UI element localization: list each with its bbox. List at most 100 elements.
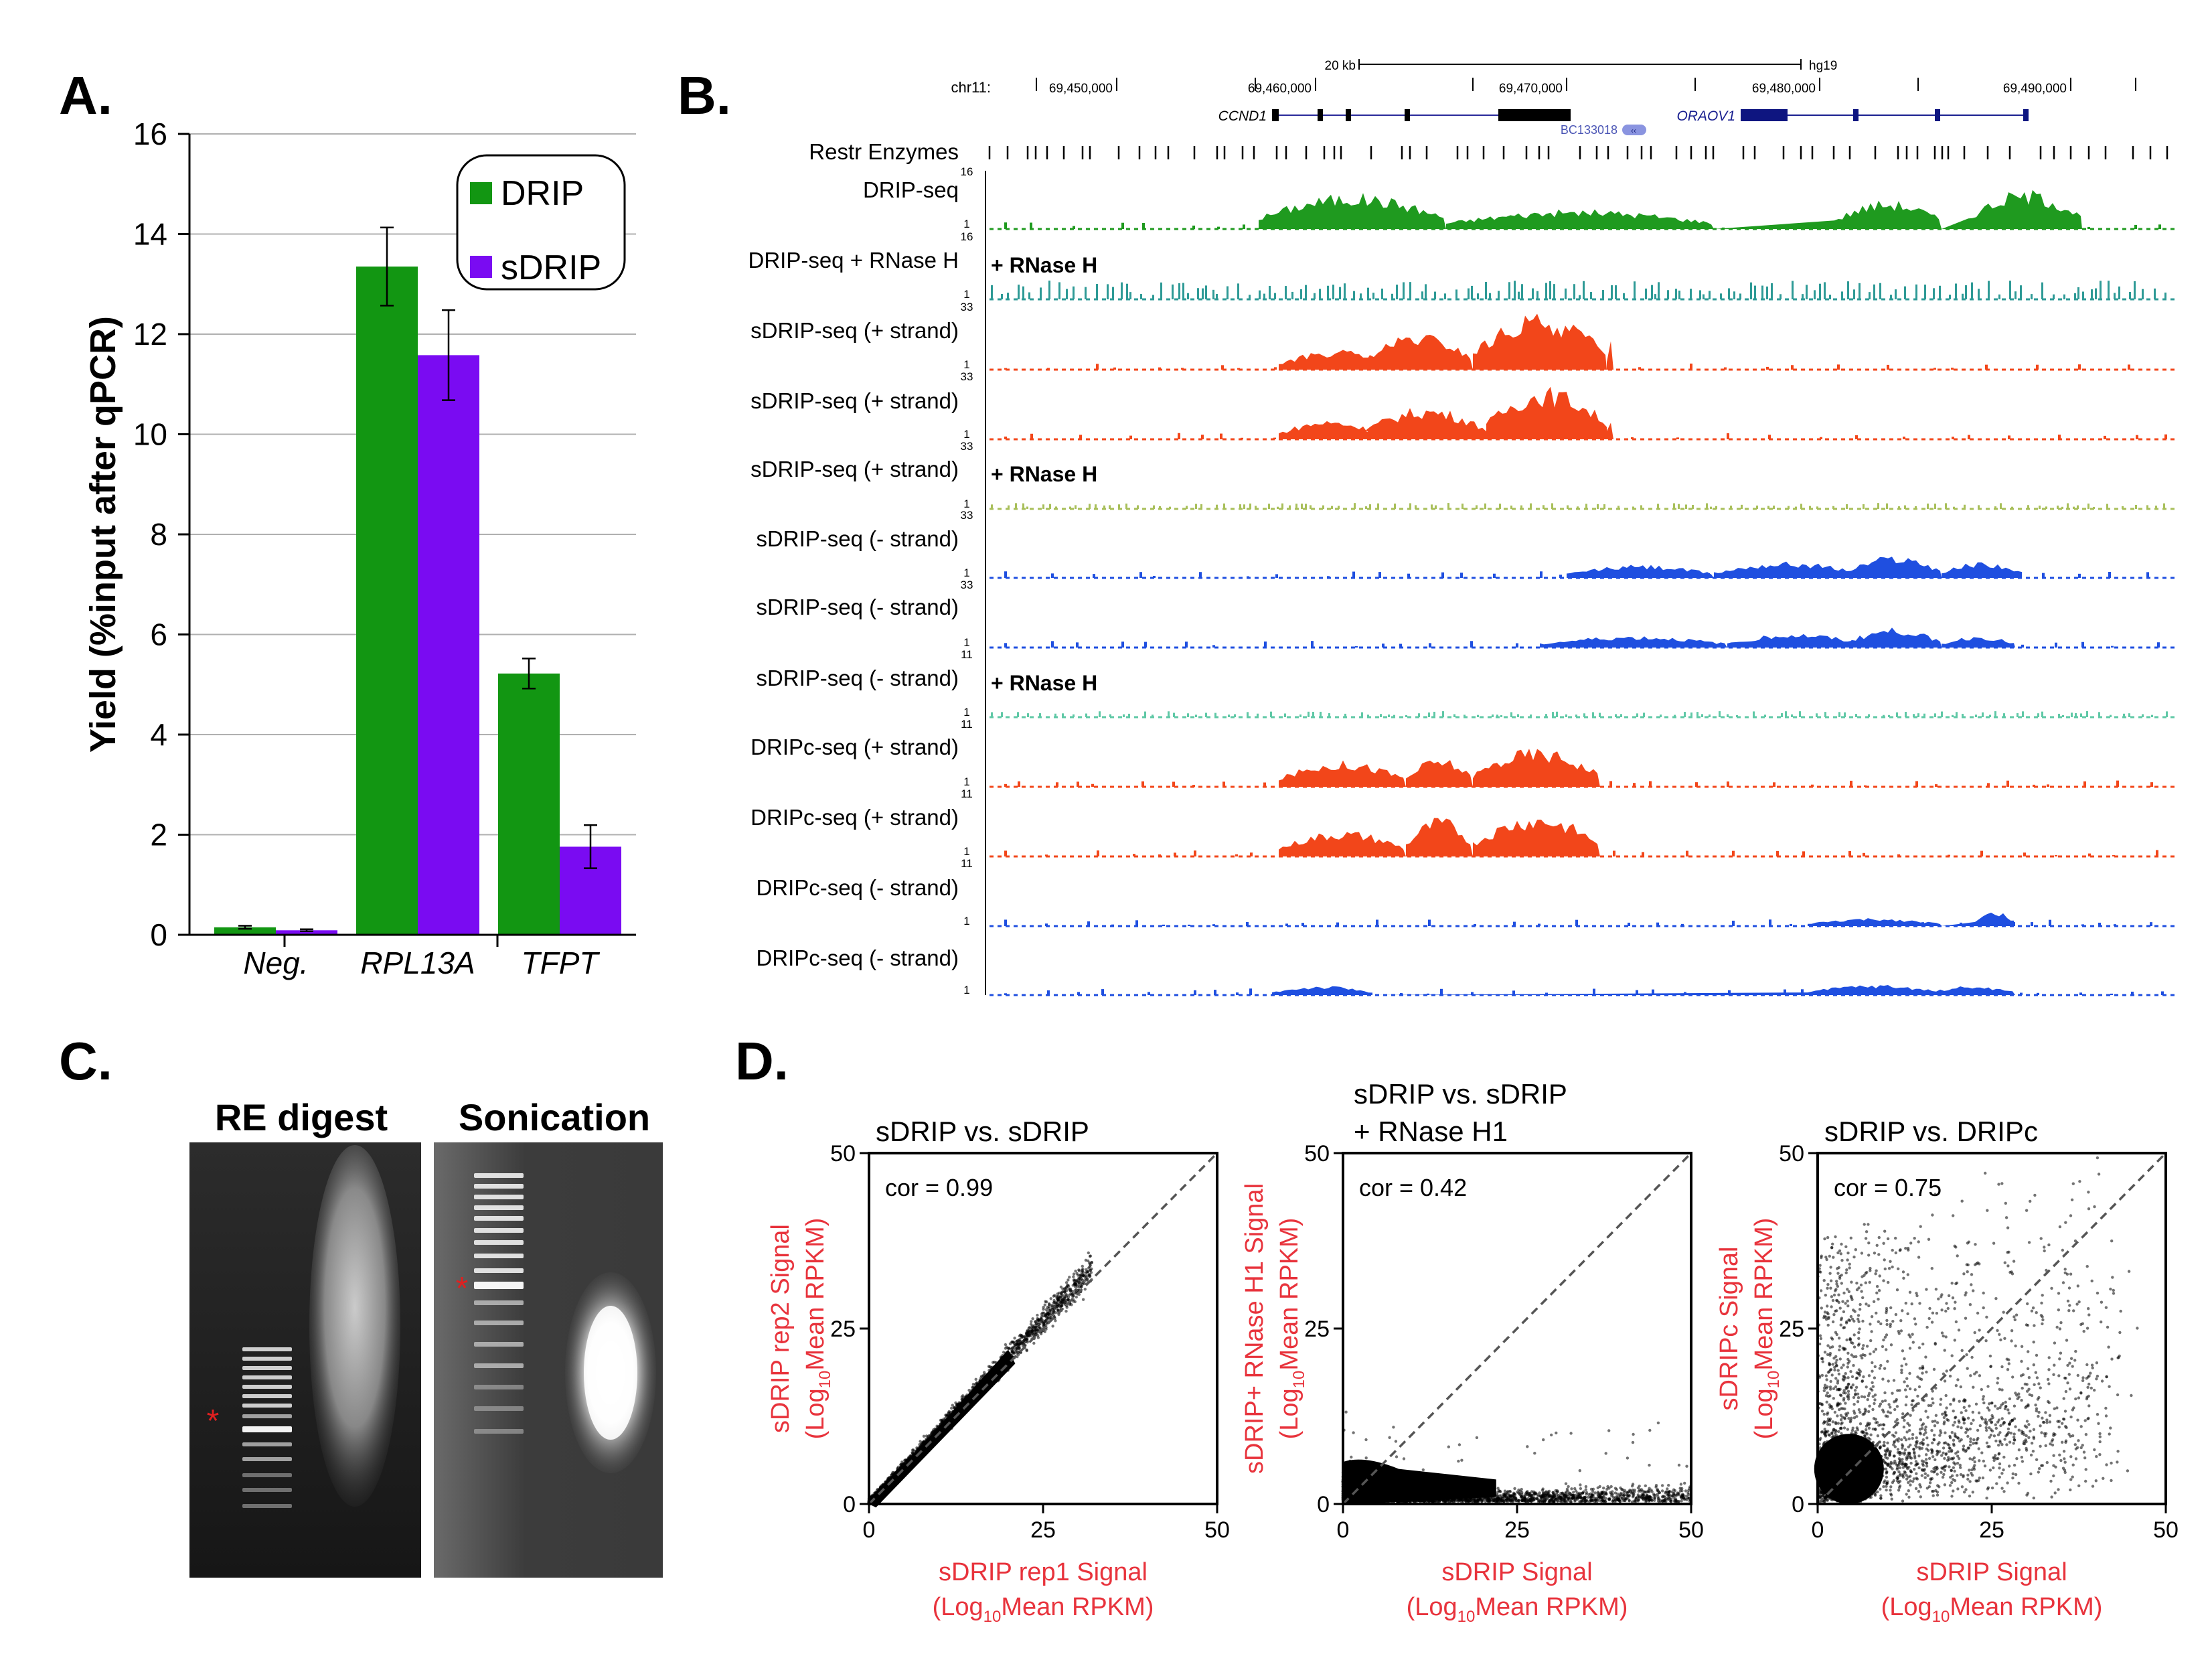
track-noise — [1411, 784, 1413, 787]
track-signal — [2151, 714, 2153, 717]
track-signal — [1684, 712, 1686, 717]
track-9: DRIPc-seq (+ strand)111 — [750, 718, 2176, 788]
track-signal — [1028, 292, 1030, 299]
track-noise — [1153, 575, 1156, 578]
scatter-point — [1010, 1340, 1014, 1344]
track-noise — [1736, 646, 1739, 648]
track-signal — [1095, 504, 1097, 509]
scatter-point — [1622, 1494, 1626, 1498]
track-signal — [2041, 711, 2043, 717]
ladder-band — [474, 1228, 524, 1233]
track-signal — [2114, 293, 2116, 299]
position-label: 69,490,000 — [2003, 82, 2067, 96]
track-signal — [1109, 714, 1111, 717]
scatter-point — [1032, 1333, 1035, 1337]
track-signal — [1008, 505, 1010, 509]
chrom-label: chr11: — [951, 79, 991, 96]
track-noise — [1892, 645, 1895, 648]
scatter-point — [1344, 1410, 1348, 1414]
track-signal — [1660, 714, 1662, 717]
x-tick-label: TFPT — [522, 946, 601, 980]
scatter-point — [1679, 1483, 1683, 1486]
scatter-point — [1607, 1429, 1611, 1432]
track-signal — [1615, 714, 1617, 717]
track-signal — [1085, 287, 1087, 299]
track-signal — [1699, 290, 1701, 299]
track-scale-min: 1 — [963, 636, 969, 649]
track-signal — [1965, 285, 1967, 299]
track-noise — [1551, 365, 1553, 370]
scatter-point — [1043, 1303, 1047, 1306]
track-signal — [1785, 711, 1787, 717]
scatter-point — [1007, 1347, 1010, 1351]
scatter-point — [939, 1418, 943, 1422]
track-noise — [1376, 436, 1378, 439]
track-signal — [1259, 290, 1261, 299]
track-noise — [1576, 854, 1579, 856]
track-signal — [1888, 714, 1890, 717]
track-noise — [1695, 782, 1698, 787]
track-signal — [1212, 289, 1214, 299]
track-signal — [2077, 287, 2079, 299]
track-noise — [2055, 854, 2057, 856]
label-part: Mean RPKM) — [801, 1218, 830, 1371]
track-signal — [1026, 506, 1028, 509]
track-signal — [1169, 506, 1171, 509]
ladder-band — [242, 1347, 292, 1351]
track-signal — [1816, 713, 1818, 717]
gel-sonication-title: Sonication — [459, 1096, 650, 1138]
track-noise — [1221, 365, 1224, 370]
track-signal — [1007, 293, 1009, 299]
track-signal — [1994, 506, 1996, 509]
track-signal — [1257, 713, 1259, 717]
track-signal — [2154, 288, 2156, 299]
y-tick-label: 16 — [133, 117, 167, 151]
track-signal — [1949, 295, 1951, 299]
track-signal — [1696, 712, 1698, 717]
track-noise — [1732, 850, 1735, 856]
track-signal — [2020, 285, 2022, 299]
track-signal — [1913, 714, 1915, 717]
track-noise — [1133, 854, 1135, 856]
track-signal — [1444, 293, 1446, 299]
track-noise — [1455, 366, 1457, 370]
track-signal — [1455, 289, 1457, 299]
track-noise — [1281, 854, 1284, 856]
track-signal — [1710, 506, 1712, 509]
track-signal — [1657, 504, 1659, 509]
scatter-point — [1066, 1295, 1071, 1299]
track-signal — [1339, 287, 1341, 299]
scatter-point — [1045, 1312, 1049, 1316]
track-signal — [1788, 506, 1790, 509]
track-signal — [1263, 293, 1265, 299]
label-subscript: 10 — [816, 1371, 834, 1389]
scatter-point — [1622, 1491, 1626, 1494]
scatter-point — [1565, 1490, 1568, 1494]
track-signal — [2011, 506, 2013, 509]
track-noise — [1121, 642, 1124, 648]
track-noise — [1178, 433, 1180, 439]
track-signal — [2053, 294, 2055, 299]
track-noise — [1235, 854, 1238, 856]
track-signal — [1617, 506, 1620, 509]
track-signal — [2041, 282, 2043, 299]
scatter-point — [1042, 1306, 1045, 1309]
scatter-point — [1065, 1285, 1069, 1289]
scatter-point — [1613, 1491, 1617, 1495]
track-noise — [1848, 850, 1851, 856]
scatter-point — [1014, 1350, 1018, 1353]
track-signal — [1126, 283, 1128, 299]
track-signal — [1988, 281, 1990, 299]
track-noise — [1514, 783, 1517, 787]
track-signal — [2098, 712, 2100, 717]
gene-bc133018-label: BC133018 — [1561, 123, 1617, 137]
track-signal — [1159, 506, 1161, 509]
track-signal — [1197, 288, 1199, 299]
track-signal — [1405, 714, 1407, 717]
track-noise — [1642, 852, 1644, 856]
track-noise — [1933, 368, 1936, 370]
track-signal — [1274, 293, 1276, 299]
scatter-point — [1081, 1298, 1085, 1301]
track-noise — [1376, 919, 1378, 926]
track-noise — [1355, 646, 1358, 648]
